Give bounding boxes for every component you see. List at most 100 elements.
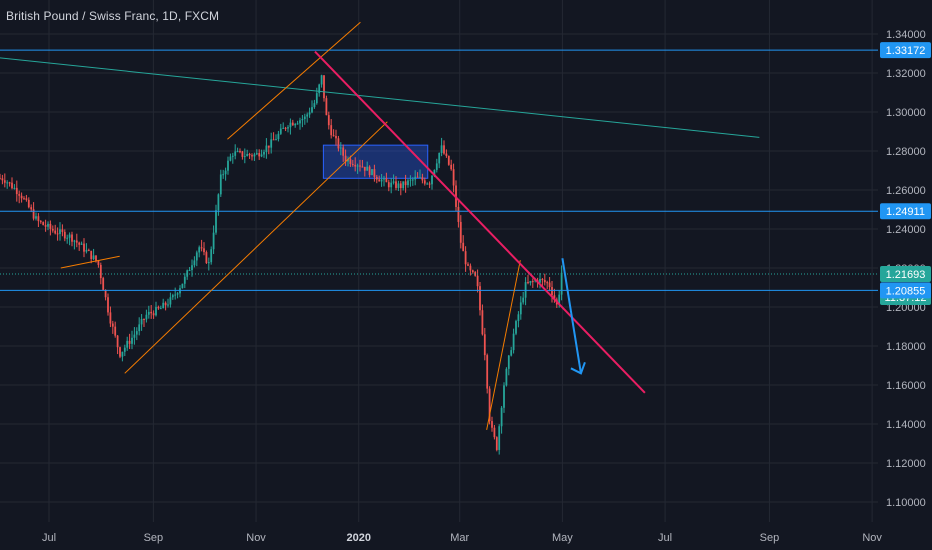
candle-body (234, 151, 237, 156)
candle-body (212, 232, 215, 250)
plot-area (0, 21, 878, 455)
price-tag-label: 1.33172 (886, 45, 926, 57)
price-tag-bg (880, 265, 931, 282)
candle-body (433, 169, 436, 176)
candle-body (253, 154, 256, 157)
candle-body (416, 176, 419, 178)
candle-body (476, 275, 479, 287)
candle-body (243, 156, 246, 158)
candle-body (481, 310, 484, 335)
candle-body (318, 84, 321, 94)
candle-body (351, 163, 354, 165)
candle-body (407, 180, 409, 186)
candle-body (428, 183, 431, 185)
price-tag-bg (880, 282, 931, 299)
candle-body (560, 272, 563, 295)
candle-body (150, 311, 153, 314)
candle-body (13, 187, 16, 189)
candle-body (315, 93, 318, 104)
candle-body (529, 281, 532, 283)
candle-body (519, 302, 522, 315)
candle-body (241, 151, 244, 157)
x-tick-label: Nov (246, 532, 266, 544)
y-tick-label: 1.20000 (886, 302, 926, 314)
candle-body (255, 153, 258, 155)
candle-body (443, 145, 445, 154)
candle-body (421, 177, 424, 181)
candle-body (111, 323, 114, 327)
price-tag-bg (880, 203, 931, 220)
candle-body (162, 302, 165, 309)
candle-body (457, 206, 460, 222)
candle-body (44, 225, 47, 227)
candle-body (289, 122, 292, 128)
candle-body (138, 324, 141, 332)
candle-body (327, 115, 330, 126)
candle-body (419, 177, 421, 179)
candle-body (80, 243, 83, 245)
candle-body (452, 169, 455, 186)
candle-body (8, 182, 11, 184)
candle-body (123, 347, 126, 352)
candle-body (32, 209, 35, 219)
candle-body (176, 293, 179, 295)
candle-body (198, 247, 201, 253)
candle-body (491, 421, 493, 428)
candle-body (68, 234, 71, 238)
candle-body (363, 166, 366, 171)
candle-body (109, 312, 112, 324)
candle-body (227, 160, 229, 171)
candle-body (349, 159, 352, 164)
candle-body (375, 176, 378, 180)
candle-body (224, 170, 227, 175)
candle-body (500, 407, 503, 427)
candle-body (152, 313, 155, 316)
candle-body (203, 248, 205, 253)
candle-body (325, 98, 328, 116)
candle-body (548, 282, 551, 288)
price-tag-label: 1.21693 (886, 269, 926, 281)
candle-body (15, 187, 18, 195)
candle-body (95, 255, 97, 261)
candle-body (488, 388, 491, 422)
candle-body (464, 251, 467, 265)
candle-body (37, 216, 40, 222)
candle-body (114, 326, 117, 336)
candle-body (450, 164, 453, 170)
candle-body (92, 255, 95, 260)
candle-body (445, 153, 448, 156)
descending-trendline (314, 50, 646, 394)
candle-body (193, 260, 196, 266)
candle-body (267, 145, 270, 148)
candle-body (121, 351, 124, 357)
candle-body (217, 194, 220, 211)
candle-body (558, 294, 561, 305)
candle-body (539, 279, 541, 283)
y-tick-label: 1.28000 (886, 146, 926, 158)
price-tag-label: 1.20855 (886, 285, 926, 297)
candle-body (71, 234, 73, 242)
candle-body (147, 311, 150, 315)
candle-body (51, 228, 54, 231)
candle-body (339, 147, 342, 149)
price-tag: 1.24911 (880, 203, 931, 220)
candle-body (85, 249, 88, 252)
candle-body (320, 75, 323, 85)
y-tick-label: 1.14000 (886, 419, 926, 431)
price-tag: 1.33172 (880, 42, 931, 59)
candle-body (164, 302, 167, 306)
candle-body (303, 116, 306, 120)
candle-body (207, 262, 210, 264)
candle-body (510, 350, 513, 356)
price-tag: 1.21693 (880, 265, 931, 282)
candle-body (18, 194, 21, 196)
candle-body (210, 249, 213, 263)
candle-body (493, 427, 496, 438)
candle-body (169, 297, 172, 305)
candle-body (399, 183, 402, 189)
candle-body (378, 179, 381, 182)
candle-body (486, 355, 489, 389)
candle-body (272, 139, 275, 141)
